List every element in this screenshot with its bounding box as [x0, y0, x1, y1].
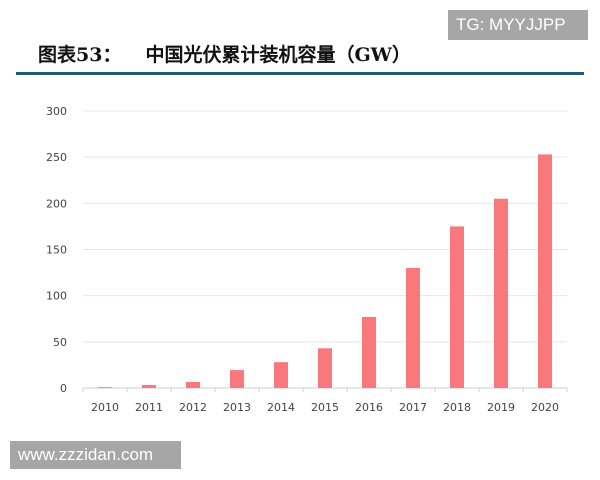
y-tick-label: 50: [53, 336, 67, 349]
x-tick-label: 2017: [399, 401, 427, 414]
x-tick-label: 2016: [355, 401, 383, 414]
bar-2014: [274, 362, 288, 388]
bar-2019: [494, 198, 508, 388]
bar-2017: [406, 267, 420, 388]
y-tick-label: 250: [46, 151, 67, 164]
y-tick-label: 100: [46, 290, 67, 303]
x-tick-label: 2010: [91, 401, 119, 414]
y-tick-label: 150: [46, 244, 67, 257]
x-tick-label: 2015: [311, 401, 339, 414]
title-divider: [16, 72, 584, 75]
bar-2010: [98, 387, 112, 388]
bar-2013: [230, 370, 244, 388]
figure-label: 图表53：: [38, 44, 122, 66]
x-tick-label: 2012: [179, 401, 207, 414]
watermark-top: TG: MYYJJPP: [448, 10, 588, 40]
bar-2020: [538, 154, 552, 388]
y-tick-label: 200: [46, 197, 67, 210]
bar-2012: [186, 381, 200, 388]
y-tick-label: 0: [60, 382, 67, 395]
x-tick-label: 2011: [135, 401, 163, 414]
x-tick-label: 2014: [267, 401, 295, 414]
bar-2018: [450, 226, 464, 388]
y-tick-label: 300: [46, 105, 67, 118]
bar-2015: [318, 348, 332, 388]
x-tick-label: 2013: [223, 401, 251, 414]
x-tick-label: 2020: [531, 401, 559, 414]
bar-2016: [362, 316, 376, 388]
watermark-bottom: www.zzzidan.com: [10, 441, 181, 469]
chart-title: 图表53： 中国光伏累计装机容量（GW）: [38, 40, 411, 67]
x-tick-label: 2019: [487, 401, 515, 414]
bar-2011: [142, 384, 156, 388]
figure-title: 中国光伏累计装机容量（GW）: [145, 44, 412, 66]
x-tick-label: 2018: [443, 401, 471, 414]
